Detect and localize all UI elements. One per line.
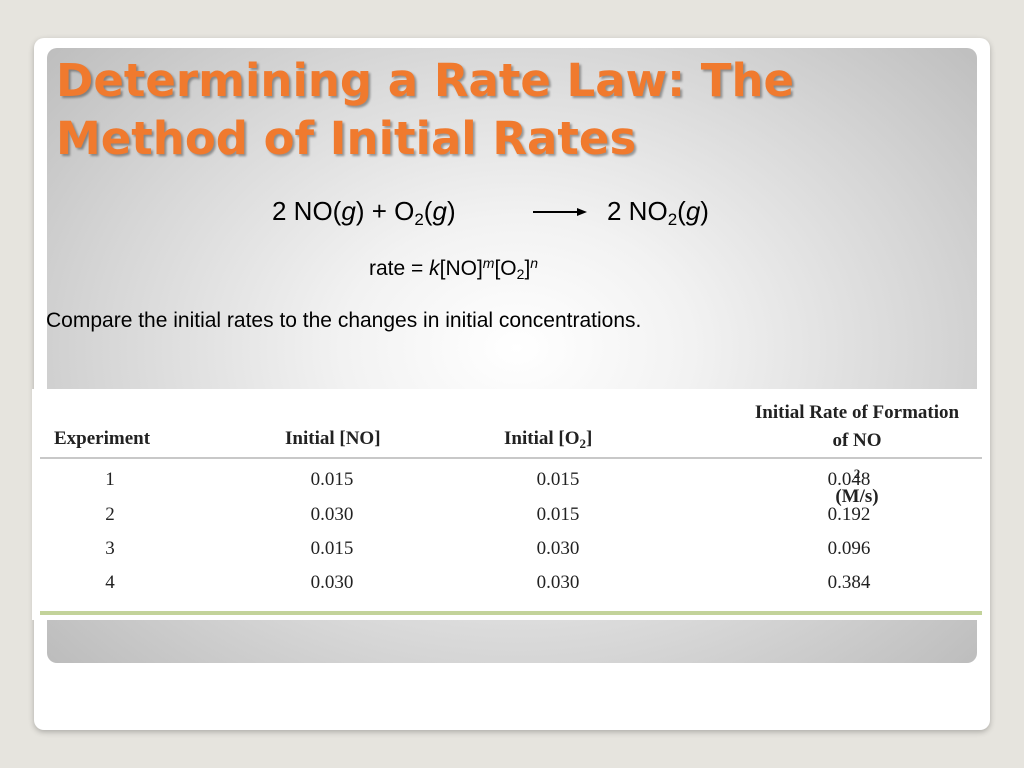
equation-reactants: 2 NO(g) + O2(g): [272, 196, 456, 229]
header-initial-rate: Initial Rate of Formation of NO 2 (M/s): [754, 402, 960, 507]
initial-rates-table: Experiment Initial [NO] Initial [O2] Ini…: [32, 389, 982, 620]
cell-initial-no: 0.030: [310, 572, 354, 593]
cell-experiment: 3: [105, 538, 115, 559]
rate-law-expression: rate = k[NO]m[O2]n: [369, 255, 539, 282]
header-divider: [40, 457, 982, 459]
cell-experiment: 1: [105, 469, 115, 490]
title-line-1: Determining a Rate Law: The: [56, 54, 795, 107]
instruction-text: Compare the initial rates to the changes…: [46, 309, 642, 332]
equation-products: 2 NO2(g): [607, 196, 709, 229]
cell-initial-o2: 0.030: [536, 538, 580, 559]
header-experiment: Experiment: [54, 428, 151, 449]
table-bottom-rule: [40, 611, 982, 615]
cell-initial-rate: 0.096: [827, 538, 871, 559]
table-row: 4 0.030 0.030 0.384: [32, 572, 982, 606]
cell-experiment: 4: [105, 572, 115, 593]
cell-initial-o2: 0.015: [536, 504, 580, 525]
table-row: 1 0.015 0.015 0.048: [32, 469, 982, 503]
cell-initial-o2: 0.030: [536, 572, 580, 593]
title-line-2: Method of Initial Rates: [56, 112, 637, 165]
slide-title: Determining a Rate Law: The Method of In…: [56, 52, 956, 168]
header-initial-no: Initial [NO]: [285, 428, 381, 449]
reaction-arrow-icon: [533, 208, 587, 216]
cell-experiment: 2: [105, 504, 115, 525]
table-row: 3 0.015 0.030 0.096: [32, 538, 982, 572]
cell-initial-rate: 0.048: [827, 469, 871, 490]
cell-initial-rate: 0.192: [827, 504, 871, 525]
cell-initial-o2: 0.015: [536, 469, 580, 490]
cell-initial-rate: 0.384: [827, 572, 871, 593]
table-row: 2 0.030 0.015 0.192: [32, 504, 982, 538]
cell-initial-no: 0.015: [310, 469, 354, 490]
header-initial-o2: Initial [O2]: [504, 428, 593, 451]
cell-initial-no: 0.030: [310, 504, 354, 525]
cell-initial-no: 0.015: [310, 538, 354, 559]
